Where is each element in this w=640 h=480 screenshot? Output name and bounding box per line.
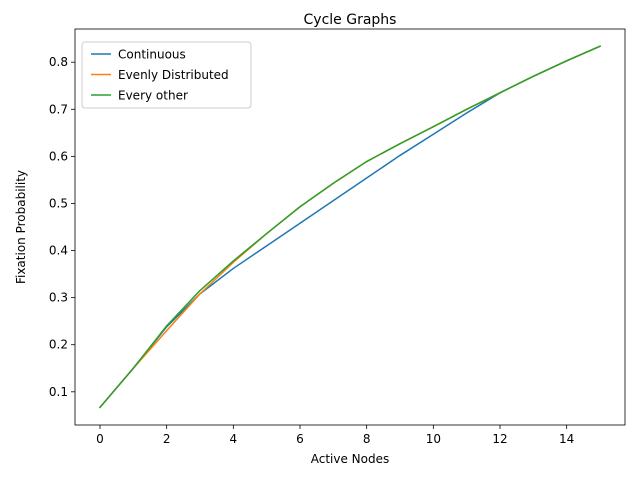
chart-title: Cycle Graphs: [304, 12, 397, 28]
x-tick-label: 10: [426, 432, 441, 446]
x-tick-label: 6: [296, 432, 304, 446]
x-tick-label: 4: [230, 432, 238, 446]
legend-label: Continuous: [118, 48, 186, 62]
plot-frame: [74, 28, 626, 426]
series-lines: [98, 45, 601, 409]
y-tick-label: 0.3: [49, 291, 68, 305]
x-tick-label: 0: [96, 432, 104, 446]
y-axis-label: Fixation Probability: [14, 170, 28, 284]
y-tick-label: 0.4: [49, 244, 68, 258]
series-line-3: [98, 45, 601, 409]
x-tick-label: 14: [559, 432, 574, 446]
legend-label: Evenly Distributed: [118, 68, 229, 82]
y-tick-label: 0.5: [49, 196, 68, 210]
legend: Continuous Evenly Distributed Every other: [81, 41, 252, 109]
legend-label: Every other: [118, 89, 188, 103]
y-tick-label: 0.6: [49, 149, 68, 163]
y-tick-label: 0.7: [49, 102, 68, 116]
x-tick-label: 8: [363, 432, 371, 446]
y-axis-ticks: 0.1 0.2 0.3 0.4 0.5 0.6 0.7 0.8: [49, 55, 75, 399]
x-axis-label: Active Nodes: [311, 452, 390, 466]
x-axis-ticks: 0 2 4 6 8 10 12 14: [96, 425, 574, 446]
y-tick-label: 0.1: [49, 385, 68, 399]
y-tick-label: 0.8: [49, 55, 68, 69]
x-tick-label: 12: [492, 432, 507, 446]
legend-box: [81, 41, 252, 109]
x-tick-label: 2: [163, 432, 171, 446]
y-tick-label: 0.2: [49, 338, 68, 352]
